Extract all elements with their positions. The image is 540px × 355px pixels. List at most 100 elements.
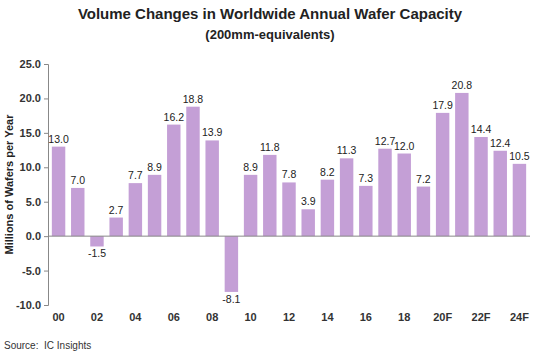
source: Source: IC Insights (4, 340, 91, 351)
data-label: 12.0 (394, 140, 415, 152)
bar (263, 155, 276, 236)
data-label: 12.7 (375, 135, 396, 147)
subtitle: (200mm-equivalents) (205, 27, 334, 42)
bar (301, 209, 314, 236)
data-label: 12.4 (490, 137, 511, 149)
x-tick: 20F (433, 311, 452, 323)
bar (417, 187, 430, 237)
y-tick-label: 0.0 (26, 230, 41, 242)
x-tick-label: 00 (52, 311, 64, 323)
x-tick: 02 (91, 311, 103, 323)
x-tick: 04 (129, 311, 142, 323)
zero-line (48, 236, 530, 237)
data-label: 18.8 (183, 93, 204, 105)
data-label: 11.8 (260, 141, 280, 153)
y-tick: 10.0 (20, 161, 48, 173)
bar (71, 188, 84, 236)
y-tick: 15.0 (20, 127, 48, 139)
bar (436, 113, 449, 236)
x-tick-label: 06 (168, 311, 180, 323)
y-tick: 20.0 (20, 92, 48, 104)
bar (340, 158, 353, 236)
y-tick: 25.0 (20, 58, 48, 70)
x-tick-label: 22F (472, 311, 491, 323)
x-tick-label: 18 (398, 311, 410, 323)
x-tick-label: 24F (510, 311, 529, 323)
y-tick-mark (44, 271, 48, 272)
data-label: 20.8 (452, 79, 473, 91)
x-tick: 12 (283, 311, 295, 323)
data-label: 3.9 (301, 195, 316, 207)
bar (397, 154, 410, 237)
y-tick: -5.0 (22, 265, 48, 277)
y-tick-mark (44, 64, 48, 65)
bar (52, 147, 65, 237)
data-label: 7.3 (359, 172, 374, 184)
bar (186, 107, 199, 236)
x-axis: 0002040608101214161820F22F24F (52, 311, 529, 323)
bar (513, 164, 526, 236)
data-label: 7.2 (416, 173, 431, 185)
data-label: 10.5 (509, 150, 530, 162)
x-tick: 00 (52, 311, 64, 323)
y-tick-label: 5.0 (26, 196, 41, 208)
x-tick-label: 02 (91, 311, 103, 323)
title: Volume Changes in Worldwide Annual Wafer… (78, 5, 463, 22)
data-label: 8.2 (320, 166, 335, 178)
x-tick-label: 14 (321, 311, 334, 323)
data-label: 7.8 (282, 168, 297, 180)
bar (109, 218, 122, 237)
x-tick-label: 20F (433, 311, 452, 323)
bar (359, 186, 372, 236)
bars (52, 93, 526, 292)
x-tick: 06 (168, 311, 180, 323)
data-label: 16.2 (164, 111, 185, 123)
data-labels: 13.07.0-1.52.77.78.916.218.813.9-8.18.91… (48, 79, 529, 305)
x-tick: 22F (472, 311, 491, 323)
x-tick-label: 16 (360, 311, 372, 323)
y-tick-mark (44, 236, 48, 237)
bar (129, 183, 142, 236)
y-tick-label: -5.0 (22, 265, 41, 277)
x-tick-label: 12 (283, 311, 295, 323)
y-tick-label: 10.0 (20, 161, 41, 173)
plot: -10.0 -5.0 0.0 5.0 10.0 15.0 20.0 25.0 00 02 04 06 0… (16, 58, 530, 323)
bar (90, 236, 103, 246)
y-tick-label: 15.0 (20, 127, 41, 139)
y-tick-label: 25.0 (20, 58, 41, 70)
data-label: -1.5 (88, 247, 106, 259)
x-tick-label: 08 (206, 311, 218, 323)
bar (244, 175, 257, 236)
y-tick-mark (44, 167, 48, 168)
bar (455, 93, 468, 236)
bar (148, 175, 161, 236)
bar (474, 137, 487, 236)
y-tick-label: 20.0 (20, 92, 41, 104)
data-label: 7.7 (128, 169, 143, 181)
y-tick-mark (44, 98, 48, 99)
chart: Volume Changes in Worldwide Annual Wafer… (0, 0, 540, 355)
x-tick: 24F (510, 311, 529, 323)
bar (282, 182, 295, 236)
y-tick: -10.0 (16, 299, 48, 311)
data-label: 2.7 (109, 204, 124, 216)
bar (321, 180, 334, 236)
y-tick: 0.0 (26, 230, 48, 242)
x-tick: 14 (321, 311, 334, 323)
y-tick-mark (44, 305, 48, 306)
x-tick: 08 (206, 311, 218, 323)
y-axis: -10.0 -5.0 0.0 5.0 10.0 15.0 20.0 25.0 (16, 58, 49, 311)
bar (494, 151, 507, 236)
data-label: 17.9 (432, 99, 453, 111)
x-tick: 16 (360, 311, 372, 323)
data-label: 13.0 (48, 133, 69, 145)
bar (225, 236, 238, 292)
x-tick: 18 (398, 311, 410, 323)
y-tick-mark (44, 202, 48, 203)
data-label: 7.0 (70, 174, 85, 186)
data-label: 11.3 (337, 144, 357, 156)
y-axis-title: Millions of Wafers per Year (3, 114, 15, 255)
bar (167, 125, 180, 237)
data-label: 14.4 (471, 123, 492, 135)
data-label: -8.1 (222, 293, 240, 305)
